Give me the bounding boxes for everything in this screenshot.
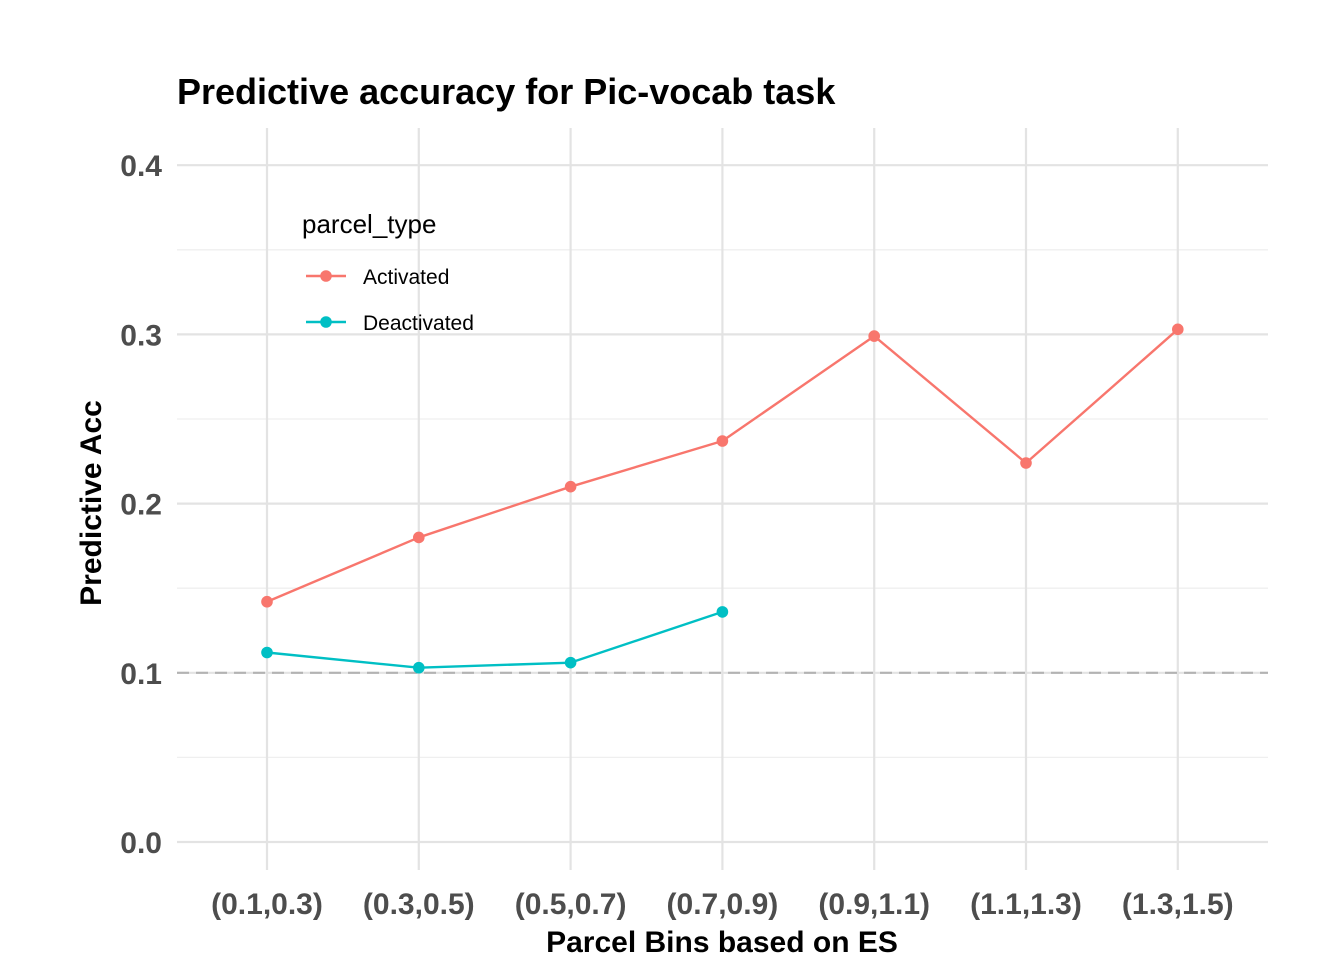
- data-point-deactivated: [564, 656, 577, 669]
- x-axis-title: Parcel Bins based on ES: [546, 926, 898, 959]
- legend-key-point: [320, 270, 332, 282]
- y-tick-labels: 0.0 0.1 0.2 0.3 0.4: [120, 150, 162, 860]
- y-tick-label: 0.1: [120, 658, 162, 691]
- data-point-activated: [1020, 457, 1032, 469]
- x-tick-label: (0.1,0.3): [211, 888, 323, 921]
- data-point-activated: [564, 480, 577, 493]
- data-point-deactivated: [261, 646, 273, 659]
- data-point-activated: [413, 531, 425, 544]
- x-tick-label: (0.7,0.9): [667, 888, 779, 921]
- y-tick-label: 0.2: [120, 489, 162, 522]
- x-tick-label: (1.3,1.5): [1122, 888, 1234, 921]
- data-point-activated: [868, 330, 880, 342]
- series-layer: [261, 323, 1184, 674]
- data-point-activated: [1172, 323, 1184, 336]
- data-point-activated: [261, 595, 273, 608]
- y-tick-label: 0.0: [120, 827, 162, 860]
- legend-title: parcel_type: [302, 209, 436, 239]
- legend-label: Deactivated: [363, 312, 474, 335]
- data-point-activated: [716, 435, 729, 447]
- x-tick-label: (0.3,0.5): [363, 888, 475, 921]
- x-tick-label: (1.1,1.3): [970, 888, 1082, 921]
- legend-items: Activated Deactivated: [306, 266, 474, 335]
- x-tick-label: (0.9,1.1): [818, 888, 930, 921]
- legend: parcel_type Activated Deactivated: [302, 209, 474, 335]
- legend-key-point: [320, 316, 332, 328]
- data-point-deactivated: [413, 661, 425, 674]
- legend-item-activated: Activated: [306, 266, 449, 289]
- y-axis-title: Predictive Acc: [75, 400, 108, 606]
- x-tick-label: (0.5,0.7): [515, 888, 627, 921]
- legend-item-deactivated: Deactivated: [306, 312, 474, 335]
- y-tick-label: 0.3: [120, 319, 162, 352]
- data-point-deactivated: [716, 606, 729, 618]
- chart-title: Predictive accuracy for Pic-vocab task: [177, 71, 836, 112]
- y-tick-label: 0.4: [120, 150, 162, 183]
- series-line-deactivated: [266, 610, 723, 669]
- x-tick-labels: (0.1,0.3) (0.3,0.5) (0.5,0.7) (0.7,0.9) (0.9…: [211, 888, 1234, 921]
- legend-label: Activated: [363, 266, 449, 289]
